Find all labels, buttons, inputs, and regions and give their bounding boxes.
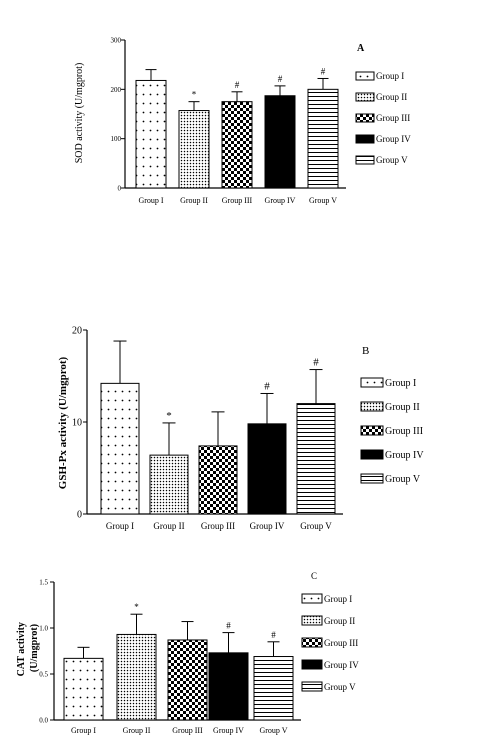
legend-swatch [360,377,384,388]
x-tick-label: Group V [259,726,287,735]
x-tick-label: Group II [180,196,208,205]
significance-marker: # [321,66,326,76]
y-tick-label: 300 [111,36,122,44]
legend-swatch [301,637,323,648]
legend-swatch [360,425,384,436]
x-tick-label: Group II [123,726,151,735]
bar [100,382,140,515]
panel-c-cat-chart: C CAT activity (U/mgprot) 0.0 0.5 1.0 1.5 Gr… [16,571,359,735]
panel-a-sod-chart: A SOD activity (U/mgprot) 0 100 200 300 Grou… [74,36,411,205]
x-tick-label: Group II [153,521,184,531]
y-tick-label: 1.5 [39,578,48,586]
bar [135,79,167,189]
significance-marker: # [235,80,240,90]
legend-swatch [301,615,323,626]
legend-swatch [360,473,384,484]
x-tick-label: Group IV [265,196,296,205]
bar [149,454,189,515]
significance-marker: * [166,410,172,422]
y-axis-label: GSH-Px activity (U/mgprot) [57,356,69,489]
y-tick-label: 0.5 [39,670,48,678]
y-tick-label: 0.0 [39,716,48,724]
legend-swatch [301,659,323,670]
panel-letter: B [362,345,369,357]
legend-label: Group V [324,682,356,692]
x-tick-label: Group III [172,726,203,735]
legend-swatch [301,681,323,692]
significance-marker: # [226,621,231,631]
y-tick-label: 200 [111,86,122,94]
bar [221,101,253,189]
x-tick-label: Group I [106,521,134,531]
legend-swatch [301,593,323,604]
bar [247,423,287,515]
significance-marker: * [192,90,197,100]
x-tick-label: Group IV [213,726,244,735]
legend-label: Group I [376,71,404,81]
x-tick-label: Group IV [250,521,285,531]
legend-label: Group IV [385,450,424,461]
significance-marker: # [278,74,283,84]
bar [296,403,336,515]
legend-label: Group III [376,113,410,123]
legend-label: Group III [385,426,423,437]
legend-label: Group V [385,474,421,485]
legend-label: Group II [385,402,420,413]
y-tick-label: 1.0 [39,624,48,632]
legend-label: Group I [385,378,416,389]
legend-label: Group I [324,594,352,604]
legend-label: Group V [376,155,408,165]
legend-swatch [355,71,375,81]
panel-letter: C [311,571,317,581]
legend-swatch [360,449,384,460]
y-tick-label: 0 [77,510,82,521]
legend-label: Group IV [324,660,359,670]
y-tick-label: 0 [118,184,122,192]
legend-swatch [355,92,375,102]
bar [307,88,339,189]
legend-label: Group III [324,638,358,648]
legend-label: Group II [376,92,407,102]
significance-marker: # [271,630,276,640]
significance-marker: # [313,357,319,369]
bar [253,656,294,721]
y-tick-label: 10 [72,418,82,429]
legend-swatch [355,113,375,123]
legend-swatch [355,155,375,165]
bar [178,110,210,189]
bar [63,657,104,721]
significance-marker: * [134,602,139,612]
bar [208,652,249,721]
legend-swatch [360,401,384,412]
y-axis-label: SOD activity (U/mgprot) [74,63,85,164]
x-tick-label: Group III [222,196,253,205]
x-tick-label: Group III [201,521,235,531]
x-tick-label: Group I [71,726,96,735]
bar [198,445,238,515]
legend-label: Group IV [376,134,411,144]
x-tick-label: Group V [309,196,337,205]
bar [116,633,157,721]
legend-swatch [355,134,375,144]
x-tick-label: Group V [300,521,332,531]
y-axis-label: CAT activity (U/mgprot) [16,620,40,677]
panel-letter: A [357,43,365,54]
bar [264,95,296,189]
y-tick-label: 20 [72,326,82,337]
panel-b-gsh-px-chart: B GSH-Px activity (U/mgprot) 0 10 20 Group … [57,326,424,532]
x-tick-label: Group I [138,196,163,205]
y-tick-label: 100 [111,135,122,143]
bar [167,639,208,721]
legend-label: Group II [324,616,355,626]
significance-marker: # [264,380,270,392]
